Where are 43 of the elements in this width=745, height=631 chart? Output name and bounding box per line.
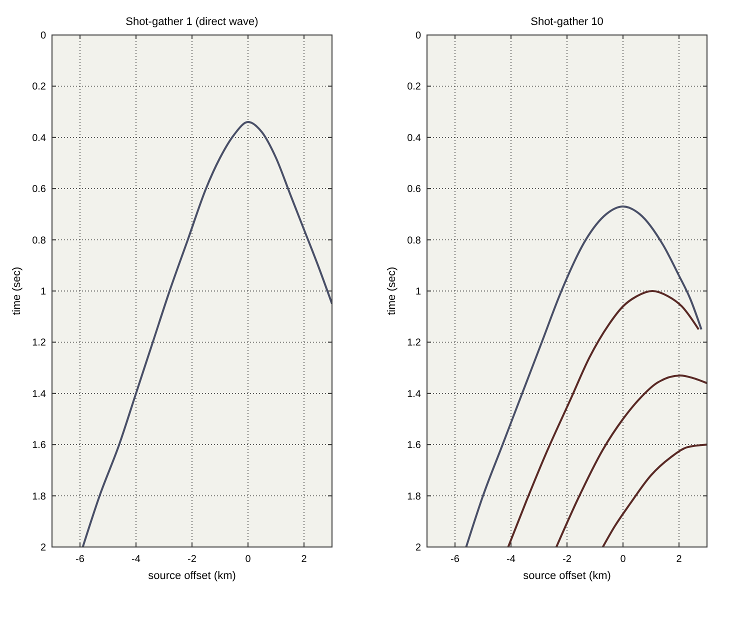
y-tick-label: 0.6: [407, 184, 422, 196]
x-tick-label: -4: [506, 554, 516, 565]
y-tick-label: 0: [40, 30, 46, 42]
y-axis-title: time (sec): [11, 266, 23, 316]
y-tick-label: 1.2: [407, 338, 422, 349]
y-tick-label: 0.4: [407, 132, 422, 144]
y-tick-label: 1.8: [32, 491, 46, 502]
x-tick-label: 0: [245, 554, 252, 565]
y-tick-label: 1.6: [32, 440, 46, 452]
line-series: [82, 121, 332, 547]
line-series: [602, 444, 707, 547]
x-tick-label: 2: [301, 554, 308, 565]
x-tick-label: -4: [132, 554, 141, 565]
y-tick-label: 1.2: [32, 338, 46, 349]
y-axis-title: time (sec): [386, 266, 398, 316]
y-tick-label: 2: [415, 542, 422, 554]
y-tick-label: 0.8: [407, 235, 422, 246]
y-tick-label: 0.6: [32, 184, 46, 196]
y-tick-label: 0.2: [407, 82, 422, 93]
y-tick-label: 0: [415, 30, 422, 42]
y-tick-label: 1: [415, 286, 422, 298]
x-axis-title: source offset (km): [148, 570, 236, 582]
line-series: [465, 206, 702, 547]
y-tick-label: 0.4: [32, 132, 46, 144]
line-series: [507, 290, 700, 547]
y-tick-label: 0.8: [32, 235, 46, 246]
x-tick-label: 0: [620, 554, 626, 565]
y-tick-label: 1.4: [32, 388, 46, 400]
chart-title: Shot-gather 1 (direct wave): [126, 16, 258, 28]
x-tick-label: -2: [188, 554, 197, 565]
line-series: [555, 374, 707, 547]
x-axis-title: source offset (km): [523, 570, 611, 582]
y-tick-label: 1.8: [407, 491, 422, 502]
y-tick-label: 2: [40, 542, 46, 554]
y-tick-label: 1.6: [407, 440, 422, 452]
x-tick-label: -6: [450, 554, 460, 565]
chart-title: Shot-gather 10: [530, 16, 604, 28]
y-tick-label: 1.4: [407, 388, 422, 400]
x-tick-label: -6: [76, 554, 85, 565]
x-tick-label: 2: [676, 554, 682, 565]
y-tick-label: 0.2: [32, 82, 46, 93]
y-tick-label: 1: [40, 286, 46, 298]
x-tick-label: -2: [562, 554, 572, 565]
